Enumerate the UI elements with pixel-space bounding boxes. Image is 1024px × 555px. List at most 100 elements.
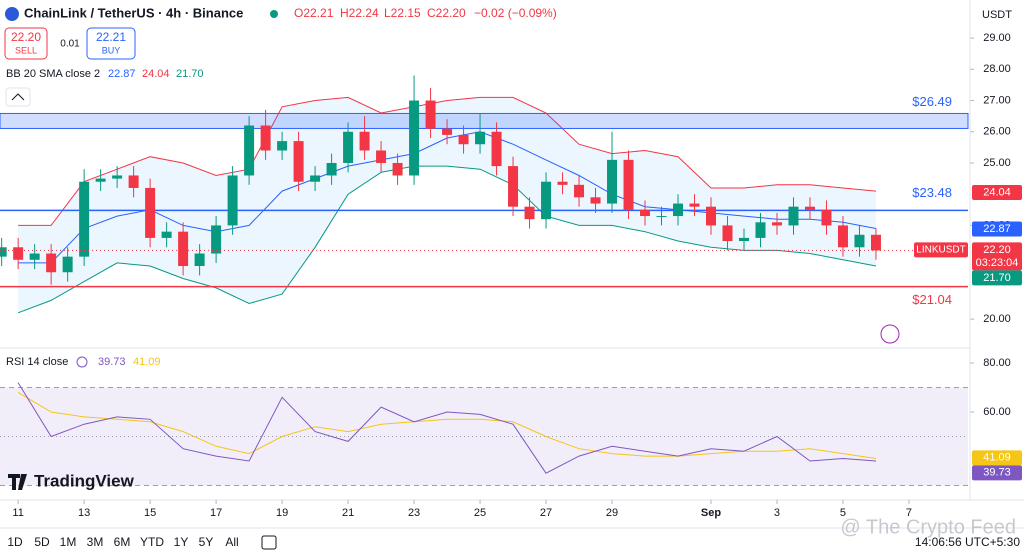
candle-body: [837, 225, 848, 248]
candle-body: [79, 181, 90, 257]
candle-body: [343, 131, 354, 163]
brand-logo: [8, 474, 27, 490]
candle-body: [771, 222, 782, 226]
rsi-line: [17, 382, 877, 474]
price-label-text: 39.73: [983, 467, 1011, 479]
candle-body: [656, 216, 667, 218]
y-tick-label: 25.00: [983, 157, 1011, 169]
candle-body: [128, 175, 139, 188]
range-button[interactable]: 3M: [87, 535, 104, 549]
candle-body: [211, 225, 222, 254]
candle-body: [788, 206, 799, 226]
range-button[interactable]: All: [225, 535, 238, 549]
bb-label: BB 20 SMA close 2: [6, 68, 100, 80]
ohlc-low: L22.15: [384, 6, 421, 20]
y-tick-label: 60.00: [983, 406, 1011, 418]
candle-body: [145, 187, 156, 238]
x-tick-label: 13: [78, 507, 90, 519]
candle-body: [821, 209, 832, 226]
bb-lower: [17, 165, 877, 314]
candle-body: [640, 209, 651, 217]
range-button[interactable]: 5Y: [199, 535, 214, 549]
x-tick-label: 3: [774, 507, 780, 519]
countdown: 03:23:04: [976, 257, 1019, 269]
y-tick-label: 26.00: [983, 126, 1011, 138]
candle-body: [310, 175, 321, 182]
range-button[interactable]: 5D: [34, 535, 50, 549]
candle-body: [689, 203, 700, 207]
x-tick-label: 17: [210, 507, 222, 519]
candle-body: [722, 225, 733, 242]
bb-fill: [18, 97, 877, 313]
symbol-tag: [914, 242, 968, 258]
range-button[interactable]: YTD: [140, 535, 164, 549]
level-label: $23.48: [912, 185, 952, 200]
candle-body: [574, 184, 585, 198]
buy-button[interactable]: [86, 27, 136, 60]
buy-price: 22.21: [96, 30, 126, 44]
candle-body: [194, 253, 205, 267]
sell-price: 22.20: [11, 30, 41, 44]
x-tick-label: 27: [540, 507, 552, 519]
candle-body: [62, 256, 73, 273]
price-label: [972, 184, 1022, 200]
bb-value: 21.70: [176, 68, 204, 80]
ohlc-close: C22.20: [427, 6, 466, 20]
candle-body: [524, 206, 535, 220]
range-button[interactable]: 1Y: [174, 535, 189, 549]
candle-body: [161, 231, 172, 238]
price-label-text: 22.20: [983, 244, 1011, 256]
candle-body: [557, 181, 568, 185]
symbol-title[interactable]: ChainLink / TetherUS · 4h · Binance: [24, 5, 243, 20]
candle-body: [376, 150, 387, 163]
y-tick-label: 28.00: [983, 63, 1011, 75]
candle-body: [29, 253, 40, 260]
price-pane: 29.0028.0027.0026.0025.0023.0020.00$26.4…: [0, 32, 1022, 325]
watermark: @ The Crypto Feed: [840, 516, 1016, 538]
rsi-value: 41.09: [133, 356, 161, 368]
candle-body: [458, 134, 469, 145]
sell-button[interactable]: [4, 27, 48, 60]
rsi-value: 39.73: [98, 356, 126, 368]
candle-body: [227, 175, 238, 226]
candle-body: [623, 159, 634, 210]
buy-label: BUY: [102, 45, 121, 55]
spread: 0.01: [60, 39, 80, 50]
candle-body: [590, 197, 601, 204]
symbol-tag-text: LINKUSDT: [916, 245, 965, 256]
currency[interactable]: USDT: [982, 9, 1012, 21]
candle-body: [178, 231, 189, 267]
candle-body: [870, 234, 881, 251]
candle-body: [46, 253, 57, 273]
date-range-icon[interactable]: [261, 535, 277, 550]
candle-body: [738, 237, 749, 242]
price-label: [972, 465, 1022, 481]
level-label: $26.49: [912, 94, 952, 109]
price-label: [972, 450, 1022, 466]
candle-body: [293, 141, 304, 182]
candle-body: [607, 159, 618, 204]
price-label: [972, 270, 1022, 286]
alert-icon[interactable]: [880, 324, 900, 344]
range-button[interactable]: 6M: [114, 535, 131, 549]
candle-body: [755, 222, 766, 238]
collapse-button[interactable]: [5, 87, 31, 107]
resistance-zone: [0, 112, 969, 129]
x-tick-label: 15: [144, 507, 156, 519]
price-label: [972, 221, 1022, 237]
candle-body: [112, 175, 123, 179]
rsi-line: [17, 391, 877, 459]
x-tick-label: 19: [276, 507, 288, 519]
price-label-text: 22.87: [983, 223, 1011, 235]
ohlc-change: −0.02 (−0.09%): [474, 6, 557, 20]
ohlc-open: O22.21: [294, 6, 334, 20]
range-button[interactable]: 1D: [7, 535, 23, 549]
y-tick-label: 80.00: [983, 357, 1011, 369]
range-button[interactable]: 1M: [60, 535, 77, 549]
x-tick-label: 7: [906, 507, 912, 519]
candle-body: [442, 128, 453, 135]
candle-body: [359, 131, 370, 151]
